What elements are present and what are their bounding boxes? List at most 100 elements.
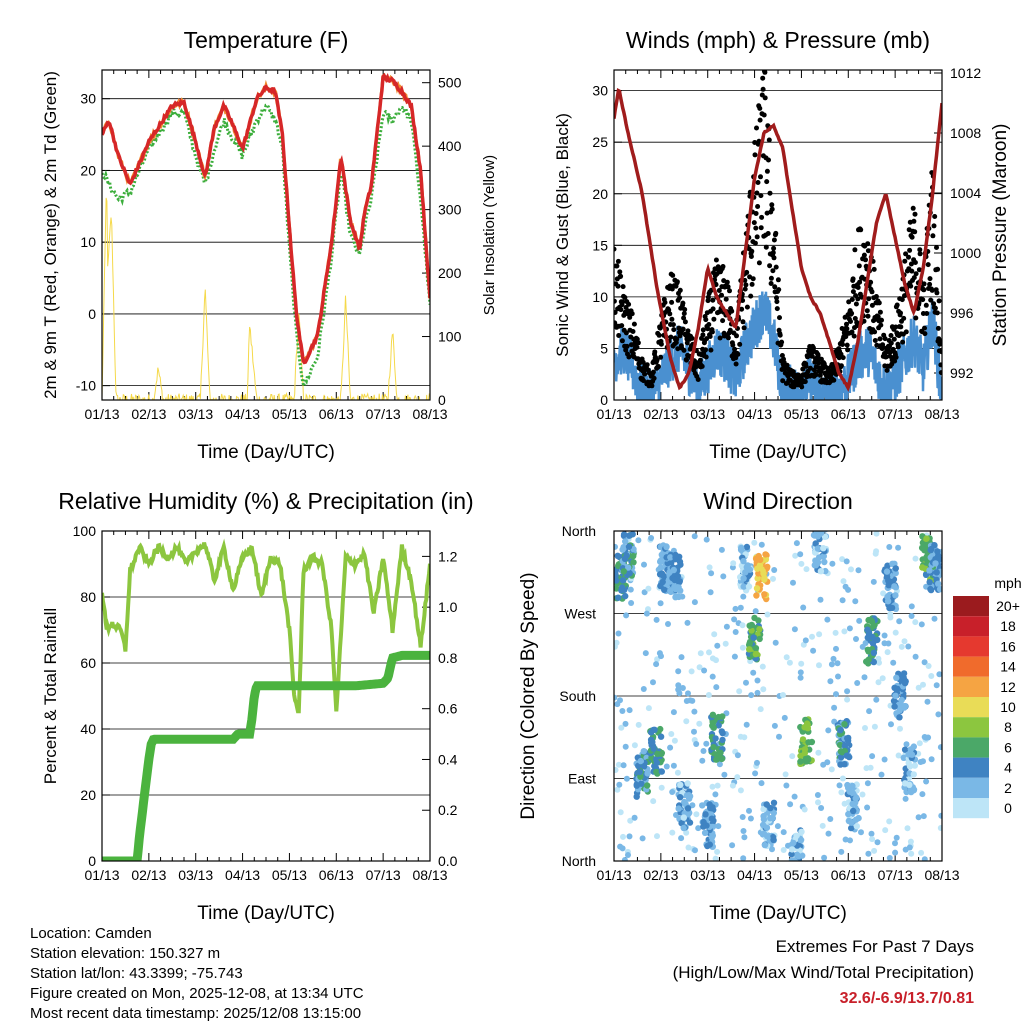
direction-point <box>676 794 684 801</box>
gust-point <box>667 311 673 317</box>
direction-point <box>712 855 719 861</box>
direction-point <box>638 780 645 787</box>
gust-point <box>850 276 856 282</box>
gust-point <box>700 327 706 333</box>
winds-ylabel-right: Station Pressure (Maroon) <box>990 124 1011 347</box>
direction-point <box>808 738 816 746</box>
gust-point <box>863 257 868 263</box>
gust-point <box>931 223 937 229</box>
gust-point <box>938 338 942 344</box>
direction-point <box>841 628 848 635</box>
gust-point <box>935 266 941 272</box>
gust-point <box>620 284 626 290</box>
gust-point <box>756 260 762 266</box>
direction-point <box>893 674 900 681</box>
direction-point <box>854 680 861 686</box>
direction-point <box>891 583 898 590</box>
direction-point <box>739 814 746 820</box>
direction-point <box>781 714 788 721</box>
gust-point <box>619 338 625 344</box>
colorbar-swatch <box>953 798 989 819</box>
gust-point <box>895 344 901 350</box>
direction-point <box>886 855 893 861</box>
direction-point <box>714 848 721 855</box>
direction-point <box>849 800 856 808</box>
direction-point <box>628 600 635 606</box>
direction-point <box>754 575 761 582</box>
direction-point <box>887 611 894 618</box>
gust-point <box>875 314 881 320</box>
direction-point <box>810 647 817 654</box>
direction-point <box>616 781 623 788</box>
extremes-values: 32.6/-6.9/13.7/0.81 <box>839 990 974 1007</box>
direction-point <box>772 639 779 646</box>
direction-point <box>759 663 766 670</box>
gust-point <box>750 276 756 282</box>
direction-point <box>645 606 651 613</box>
direction-point <box>686 819 694 826</box>
gust-point <box>911 275 917 281</box>
x-tick-label: 02/13 <box>643 406 678 422</box>
gust-point <box>641 378 646 384</box>
gust-point <box>674 336 680 342</box>
x-tick-label: 01/13 <box>84 867 119 883</box>
direction-point <box>815 749 822 756</box>
colorbar-swatch <box>953 697 989 718</box>
direction-point <box>681 798 688 806</box>
direction-point <box>926 579 933 586</box>
direction-point <box>714 782 721 789</box>
direction-point <box>758 780 765 787</box>
direction-point <box>627 586 634 593</box>
gust-point <box>700 332 706 338</box>
direction-point <box>752 608 759 615</box>
direction-point <box>740 593 747 600</box>
wind_direction-xlabel: Time (Day/UTC) <box>709 903 847 924</box>
gust-point <box>680 326 686 332</box>
direction-point <box>757 556 764 563</box>
direction-point <box>884 593 891 601</box>
gust-point <box>802 379 808 385</box>
direction-point <box>699 802 706 809</box>
gust-point <box>844 321 849 327</box>
direction-point <box>774 823 781 830</box>
winds-ylabel: Sonic Wind & Gust (Blue, Black) <box>553 113 572 357</box>
direction-point <box>908 613 915 619</box>
gust-point <box>892 358 898 364</box>
gust-point <box>769 202 775 208</box>
y-tick-label: East <box>568 771 596 787</box>
gust-point <box>855 296 861 302</box>
gust-point <box>705 326 711 332</box>
direction-point <box>916 740 923 747</box>
gust-point <box>719 292 724 298</box>
x-tick-label: 05/13 <box>784 867 819 883</box>
direction-point <box>792 552 799 559</box>
direction-point <box>838 754 845 761</box>
station-info: Location: Camden Station elevation: 150.… <box>30 924 364 1024</box>
direction-point <box>667 744 674 751</box>
gust-point <box>717 335 723 341</box>
gust-point <box>893 354 899 360</box>
temperature-title: Temperature (F) <box>184 27 349 53</box>
direction-point <box>912 619 919 626</box>
direction-point <box>825 727 832 734</box>
y-tick-label: 30 <box>592 83 608 99</box>
direction-point <box>846 625 853 632</box>
gust-point <box>650 369 656 375</box>
y-tick-label: 25 <box>592 134 608 150</box>
direction-point <box>756 635 763 643</box>
gust-point <box>669 299 675 305</box>
gust-point <box>752 152 758 158</box>
direction-point <box>699 757 706 764</box>
direction-point <box>865 850 872 857</box>
gust-point <box>855 285 861 290</box>
gust-point <box>934 290 940 296</box>
gust-point <box>749 248 755 254</box>
direction-point <box>901 638 908 645</box>
direction-point <box>752 645 760 652</box>
direction-point <box>817 596 824 603</box>
direction-point <box>619 708 626 714</box>
gust-point <box>765 231 771 236</box>
gust-point <box>724 279 730 285</box>
direction-point <box>639 835 646 842</box>
